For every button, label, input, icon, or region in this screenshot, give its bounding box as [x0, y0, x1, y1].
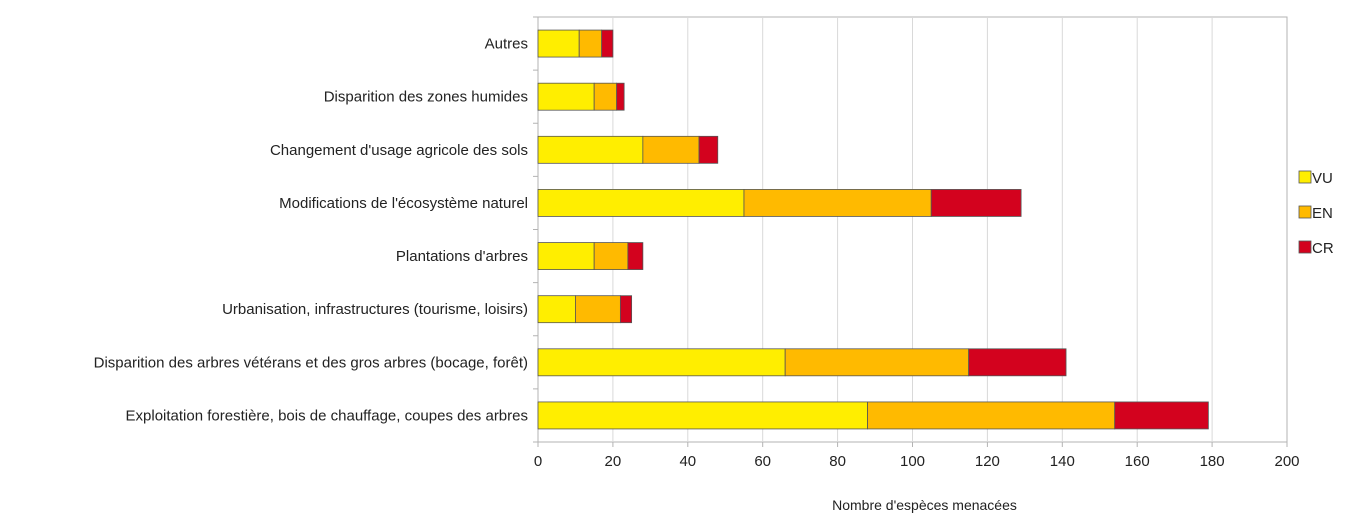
bar-en: [867, 401, 1116, 430]
bar-en: [593, 82, 618, 111]
x-tick-label: 200: [1274, 453, 1299, 470]
bar-en: [743, 189, 932, 217]
category-label: Exploitation forestière, bois de chauffa…: [126, 407, 528, 424]
bar-cr: [968, 348, 1067, 377]
bar-en: [642, 135, 700, 164]
category-label: Changement d'usage agricole des sols: [270, 142, 528, 159]
bar-vu: [537, 401, 868, 430]
category-label: Autres: [485, 36, 528, 53]
legend-label-cr: CR: [1312, 240, 1334, 257]
bar-vu: [537, 135, 644, 164]
x-tick-label: 140: [1050, 453, 1075, 470]
bar-en: [784, 348, 970, 377]
x-tick-label: 120: [975, 453, 1000, 470]
legend-swatch-en: [1298, 205, 1312, 219]
x-axis-title: Nombre d'espèces menacées: [832, 497, 1017, 513]
x-tick-label: 0: [534, 453, 542, 470]
category-label: Disparition des zones humides: [324, 89, 528, 106]
bar-en: [593, 242, 629, 270]
x-tick-label: 40: [679, 453, 696, 470]
legend-swatch-cr: [1298, 240, 1312, 254]
x-tick-label: 80: [829, 453, 846, 470]
x-tick-label: 100: [900, 453, 925, 470]
legend-label-vu: VU: [1312, 170, 1333, 187]
bar-en: [578, 29, 603, 58]
bar-en: [575, 295, 621, 324]
bar-cr: [698, 135, 719, 164]
x-tick-label: 160: [1125, 453, 1150, 470]
bar-cr: [627, 242, 644, 270]
bar-vu: [537, 189, 745, 217]
category-label: Plantations d'arbres: [396, 248, 528, 265]
legend-label-en: EN: [1312, 205, 1333, 222]
bar-cr: [619, 295, 633, 324]
bar-cr: [616, 82, 625, 111]
bar-vu: [537, 295, 576, 324]
bar-cr: [601, 29, 614, 58]
bar-vu: [537, 242, 595, 270]
bar-vu: [537, 348, 786, 377]
bar-cr: [1114, 401, 1209, 430]
category-label: Disparition des arbres vétérans et des g…: [94, 354, 528, 371]
x-tick-label: 20: [605, 453, 622, 470]
x-tick-label: 180: [1200, 453, 1225, 470]
bar-cr: [930, 189, 1022, 217]
x-tick-label: 60: [754, 453, 771, 470]
bar-vu: [537, 29, 580, 58]
category-label: Modifications de l'écosystème naturel: [279, 195, 528, 212]
bar-vu: [537, 82, 595, 111]
category-label: Urbanisation, infrastructures (tourisme,…: [222, 301, 528, 318]
legend-swatch-vu: [1298, 170, 1312, 184]
